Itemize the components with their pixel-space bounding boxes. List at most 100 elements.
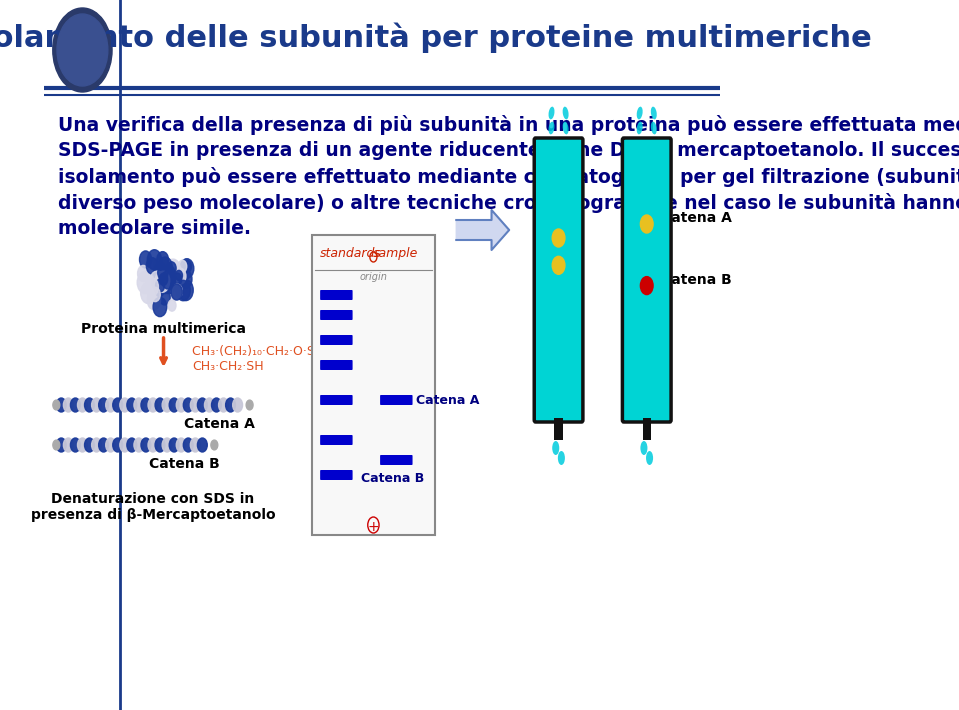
Text: Proteina multimerica: Proteina multimerica xyxy=(82,322,246,336)
Circle shape xyxy=(153,254,168,273)
FancyBboxPatch shape xyxy=(320,310,353,320)
Circle shape xyxy=(137,266,149,282)
Circle shape xyxy=(171,284,182,300)
Circle shape xyxy=(70,438,81,452)
FancyBboxPatch shape xyxy=(320,470,353,480)
Ellipse shape xyxy=(563,121,569,134)
Text: Una verifica della presenza di più subunità in una proteina può essere effettuat: Una verifica della presenza di più subun… xyxy=(58,115,959,135)
Circle shape xyxy=(84,438,94,452)
Circle shape xyxy=(120,438,129,452)
Circle shape xyxy=(166,259,180,280)
FancyBboxPatch shape xyxy=(380,455,412,465)
Circle shape xyxy=(113,398,123,412)
Circle shape xyxy=(148,250,161,270)
Circle shape xyxy=(175,268,186,284)
Text: origin: origin xyxy=(360,272,387,282)
Ellipse shape xyxy=(646,451,653,465)
Ellipse shape xyxy=(563,106,569,119)
Circle shape xyxy=(105,398,116,412)
Circle shape xyxy=(57,438,66,452)
Circle shape xyxy=(198,438,207,452)
Circle shape xyxy=(159,289,170,305)
Circle shape xyxy=(204,398,214,412)
FancyBboxPatch shape xyxy=(320,435,353,445)
Circle shape xyxy=(161,271,175,289)
Circle shape xyxy=(149,276,156,288)
Text: diverso peso molecolare) o altre tecniche cromatografiche nel caso le subunità h: diverso peso molecolare) o altre tecnich… xyxy=(58,193,959,213)
Text: Catena A: Catena A xyxy=(661,212,732,225)
Circle shape xyxy=(641,215,653,233)
FancyBboxPatch shape xyxy=(320,290,353,300)
FancyBboxPatch shape xyxy=(380,395,412,405)
Circle shape xyxy=(157,271,169,287)
Circle shape xyxy=(152,272,166,291)
Circle shape xyxy=(178,280,194,300)
Circle shape xyxy=(155,279,165,292)
Circle shape xyxy=(154,267,169,288)
FancyBboxPatch shape xyxy=(622,138,671,422)
FancyBboxPatch shape xyxy=(320,360,353,370)
Circle shape xyxy=(147,258,158,274)
Text: Catena B: Catena B xyxy=(362,471,425,484)
Text: molecolare simile.: molecolare simile. xyxy=(58,219,250,238)
Text: Catena A: Catena A xyxy=(184,417,255,431)
Ellipse shape xyxy=(558,451,565,465)
Circle shape xyxy=(84,398,94,412)
Text: isolamento può essere effettuato mediante cromatografia per gel filtrazione (sub: isolamento può essere effettuato mediant… xyxy=(58,167,959,187)
Circle shape xyxy=(150,271,165,292)
Circle shape xyxy=(158,257,173,278)
Circle shape xyxy=(53,440,59,450)
Circle shape xyxy=(165,266,175,280)
Bar xyxy=(554,418,563,440)
Circle shape xyxy=(169,398,179,412)
Circle shape xyxy=(178,270,192,288)
Circle shape xyxy=(92,398,102,412)
Circle shape xyxy=(190,398,200,412)
Text: SDS-PAGE in presenza di un agente riducente come DTT o mercaptoetanolo. Il succe: SDS-PAGE in presenza di un agente riduce… xyxy=(58,141,959,160)
Circle shape xyxy=(134,438,144,452)
Circle shape xyxy=(63,398,73,412)
Circle shape xyxy=(155,438,165,452)
Circle shape xyxy=(211,440,218,450)
Text: CH₃·(CH₂)₁₀·CH₂·O·SO₃⁻ Na⁺: CH₃·(CH₂)₁₀·CH₂·O·SO₃⁻ Na⁺ xyxy=(192,346,363,359)
Circle shape xyxy=(198,398,207,412)
Circle shape xyxy=(183,398,193,412)
Circle shape xyxy=(166,271,175,284)
Ellipse shape xyxy=(651,106,657,119)
Circle shape xyxy=(167,280,179,299)
Circle shape xyxy=(183,261,192,273)
Circle shape xyxy=(99,398,108,412)
Circle shape xyxy=(180,258,194,278)
Circle shape xyxy=(127,398,137,412)
Circle shape xyxy=(99,438,108,452)
Circle shape xyxy=(159,273,168,285)
Circle shape xyxy=(173,273,181,285)
Ellipse shape xyxy=(651,121,657,134)
Circle shape xyxy=(154,262,167,280)
Bar xyxy=(626,178,667,416)
Circle shape xyxy=(152,268,163,282)
Circle shape xyxy=(134,398,144,412)
Circle shape xyxy=(155,398,165,412)
Circle shape xyxy=(156,251,169,268)
Circle shape xyxy=(552,256,565,274)
Text: Denaturazione con SDS in
presenza di β-Mercaptoetanolo: Denaturazione con SDS in presenza di β-M… xyxy=(31,492,275,522)
Ellipse shape xyxy=(641,441,647,455)
FancyBboxPatch shape xyxy=(534,138,583,422)
Circle shape xyxy=(78,438,87,452)
Circle shape xyxy=(225,398,236,412)
Circle shape xyxy=(63,438,73,452)
Circle shape xyxy=(141,282,156,304)
FancyBboxPatch shape xyxy=(312,235,435,535)
Circle shape xyxy=(127,438,137,452)
Circle shape xyxy=(158,266,173,286)
Ellipse shape xyxy=(637,106,643,119)
Circle shape xyxy=(167,262,176,275)
Circle shape xyxy=(155,275,166,290)
Circle shape xyxy=(157,252,168,268)
Text: sample: sample xyxy=(373,247,418,260)
Circle shape xyxy=(78,398,87,412)
Circle shape xyxy=(155,285,164,297)
Circle shape xyxy=(141,438,151,452)
Circle shape xyxy=(139,251,152,268)
